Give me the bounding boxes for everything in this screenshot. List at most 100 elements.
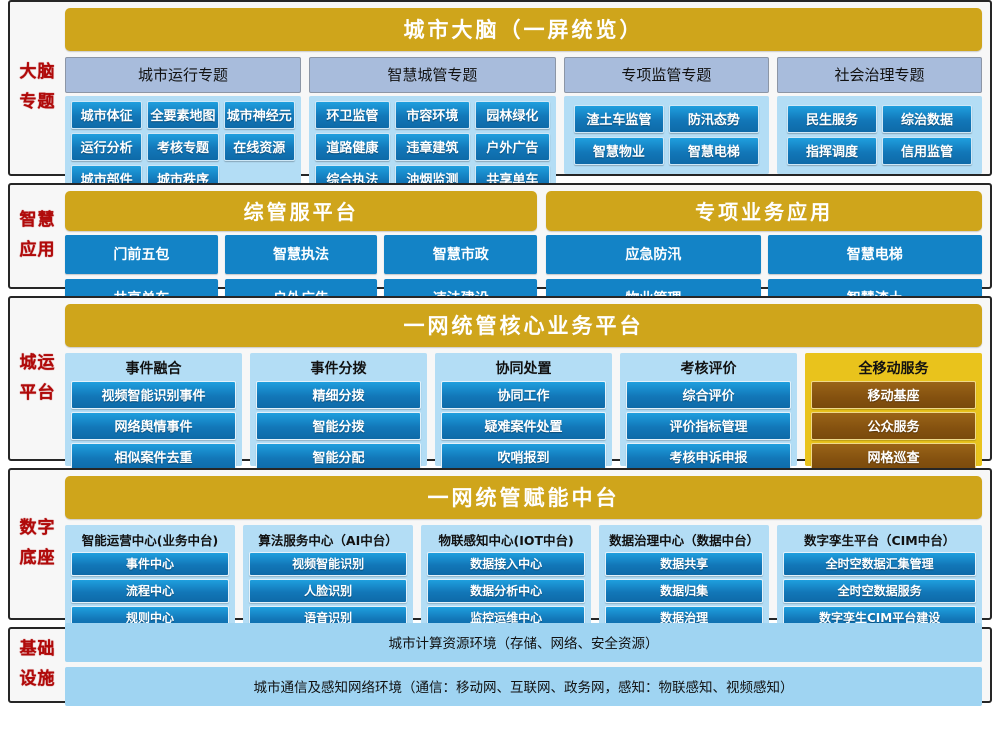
theme-chip[interactable]: 在线资源	[223, 133, 295, 161]
card-title: 物联感知中心(IOT中台)	[438, 533, 574, 548]
capability-card-collaborative-handling: 协同处置 协同工作 疑难案件处置 吹哨报到 跟踪督办 ······	[435, 353, 612, 515]
theme-chip[interactable]: 违章建筑	[394, 133, 470, 161]
midplatform-card-intelligent-operation: 智能运营中心(业务中台) 事件中心 流程中心 规则中心 资源中心	[65, 525, 236, 657]
section-label-line: 城运	[19, 352, 56, 373]
capability-card-event-dispatch: 事件分拨 精细分拨 智能分拨 智能分配 即时互动 ······	[250, 353, 427, 515]
theme-chip[interactable]: 综治数据	[881, 105, 972, 133]
midplatform-card-data-governance: 数据治理中心（数据中台） 数据共享 数据归集 数据治理 数据汇聚	[599, 525, 770, 657]
banner-special-business: 专项业务应用	[546, 191, 982, 231]
theme-column-smart-urban-management: 智慧城管专题 环卫监管 市容环境 园林绿化 道路健康 违章建筑 户外广告 综合执…	[308, 57, 556, 199]
card-item[interactable]: 考核申诉申报	[626, 443, 791, 471]
theme-chip[interactable]: 城市神经元	[223, 101, 295, 129]
theme-column-city-operation: 城市运行专题 城市体征 全要素地图 城市神经元 运行分析 考核专题 在线资源 城…	[65, 57, 301, 199]
midplatform-card-digital-twin: 数字孪生平台（CIM中台） 全时空数据汇集管理 全时空数据服务 数字孪生CIM平…	[777, 525, 982, 657]
card-item[interactable]: 视频智能识别	[249, 552, 408, 576]
section-city-brain: 大脑 专题 城市大脑（一屏统览） 城市运行专题 城市体征 全要素地图 城市神经元…	[8, 0, 992, 199]
section-infrastructure: 基础 设施 城市计算资源环境（存储、网络、安全资源） 城市通信及感知网络环境（通…	[8, 623, 992, 706]
section-label-digital-foundation: 数字 底座	[10, 470, 65, 618]
theme-column-special-supervision: 专项监管专题 渣土车监管 防汛态势 智慧物业 智慧电梯	[563, 57, 769, 174]
app-button[interactable]: 应急防汛	[546, 235, 761, 274]
section-digital-foundation: 数字 底座 一网统管赋能中台 智能运营中心(业务中台) 事件中心 流程中心 规则…	[8, 468, 992, 657]
theme-chip[interactable]: 渣土车监管	[573, 105, 664, 133]
card-item[interactable]: 流程中心	[71, 579, 230, 603]
app-button[interactable]: 智慧执法	[224, 235, 378, 274]
card-item[interactable]: 协同工作	[441, 381, 606, 409]
section-body-digital-foundation: 一网统管赋能中台 智能运营中心(业务中台) 事件中心 流程中心 规则中心 资源中…	[65, 470, 990, 657]
theme-chip[interactable]: 民生服务	[786, 105, 877, 133]
theme-title: 城市运行专题	[65, 57, 301, 93]
theme-columns: 城市运行专题 城市体征 全要素地图 城市神经元 运行分析 考核专题 在线资源 城…	[65, 57, 982, 199]
card-item[interactable]: 数据归集	[605, 579, 764, 603]
card-item[interactable]: 数据共享	[605, 552, 764, 576]
theme-chip[interactable]: 道路健康	[314, 133, 390, 161]
theme-chip[interactable]: 考核专题	[147, 133, 219, 161]
capability-card-full-mobile-service: 全移动服务 移动基座 公众服务 网格巡查 移动处置 ······	[805, 353, 982, 515]
section-label-line: 数字	[19, 518, 56, 539]
theme-chip[interactable]: 市容环境	[394, 101, 470, 129]
card-item[interactable]: 移动基座	[811, 381, 976, 409]
card-item[interactable]: 全时空数据汇集管理	[783, 552, 976, 576]
card-item[interactable]: 评价指标管理	[626, 412, 791, 440]
app-button[interactable]: 智慧市政	[384, 235, 538, 274]
capability-card-assessment-evaluation: 考核评价 综合评价 评价指标管理 考核申诉申报 评价结果反查 ······	[620, 353, 797, 515]
section-body-city-brain: 城市大脑（一屏统览） 城市运行专题 城市体征 全要素地图 城市神经元 运行分析 …	[65, 2, 990, 199]
app-group-special-business: 专项业务应用 应急防汛 智慧电梯 物业管理 智慧渣土	[546, 191, 982, 318]
card-item[interactable]: 精细分拨	[256, 381, 421, 409]
infrastructure-row-compute[interactable]: 城市计算资源环境（存储、网络、安全资源）	[65, 623, 982, 662]
app-button[interactable]: 门前五包	[65, 235, 218, 274]
theme-chip[interactable]: 智慧电梯	[668, 137, 759, 165]
card-title: 事件分拨	[310, 361, 367, 377]
theme-chip[interactable]: 园林绿化	[474, 101, 550, 129]
app-button[interactable]: 智慧电梯	[767, 235, 982, 274]
card-title: 数字孪生平台（CIM中台）	[803, 533, 956, 548]
card-title: 全移动服务	[858, 361, 929, 377]
card-item[interactable]: 数据分析中心	[427, 579, 586, 603]
theme-chip[interactable]: 户外广告	[474, 133, 550, 161]
card-item[interactable]: 网格巡查	[811, 443, 976, 471]
section-body-infrastructure: 城市计算资源环境（存储、网络、安全资源） 城市通信及感知网络环境（通信：移动网、…	[65, 623, 990, 706]
section-label-line: 应用	[19, 240, 56, 260]
card-item[interactable]: 吹哨报到	[441, 443, 606, 471]
card-title: 算法服务中心（AI中台）	[258, 533, 398, 548]
section-label-line: 底座	[19, 548, 56, 568]
section-label-smart-applications: 智慧 应用	[10, 185, 65, 287]
card-item[interactable]: 相似案件去重	[71, 443, 236, 471]
section-label-line: 设施	[19, 669, 56, 689]
card-item[interactable]: 数据接入中心	[427, 552, 586, 576]
card-item[interactable]: 人脸识别	[249, 579, 408, 603]
card-title: 智能运营中心(业务中台)	[81, 533, 219, 548]
section-body-smart-applications: 综管服平台 门前五包 智慧执法 智慧市政 共享单车 户外广告 违法建设 专项业务…	[65, 185, 990, 318]
card-item[interactable]: 疑难案件处置	[441, 412, 606, 440]
banner-comprehensive-platform: 综管服平台	[65, 191, 538, 231]
midplatform-card-row: 智能运营中心(业务中台) 事件中心 流程中心 规则中心 资源中心 算法服务中心（…	[65, 525, 982, 657]
infrastructure-row-network[interactable]: 城市通信及感知网络环境（通信：移动网、互联网、政务网，感知：物联感知、视频感知）	[65, 667, 982, 706]
section-label-city-operation-platform: 城运 平台	[10, 298, 65, 459]
card-item[interactable]: 视频智能识别事件	[71, 381, 236, 409]
section-label-line: 平台	[19, 382, 56, 403]
theme-chip[interactable]: 全要素地图	[147, 101, 219, 129]
section-label-city-brain: 大脑 专题	[10, 2, 65, 174]
card-item[interactable]: 智能分拨	[256, 412, 421, 440]
section-label-infrastructure: 基础 设施	[10, 629, 65, 701]
theme-title: 社会治理专题	[776, 57, 982, 93]
theme-chip[interactable]: 防汛态势	[668, 105, 759, 133]
card-item[interactable]: 综合评价	[626, 381, 791, 409]
theme-chip-group: 民生服务 综治数据 指挥调度 信用监管	[776, 96, 982, 174]
theme-chip[interactable]: 运行分析	[71, 133, 143, 161]
card-item[interactable]: 事件中心	[71, 552, 230, 576]
card-item[interactable]: 公众服务	[811, 412, 976, 440]
midplatform-card-iot-perception: 物联感知中心(IOT中台) 数据接入中心 数据分析中心 监控运维中心 数据服务中…	[421, 525, 592, 657]
card-item[interactable]: 全时空数据服务	[783, 579, 976, 603]
theme-chip[interactable]: 信用监管	[881, 137, 972, 165]
section-city-operation-platform: 城运 平台 一网统管核心业务平台 事件融合 视频智能识别事件 网络舆情事件 相似…	[8, 296, 992, 515]
theme-chip[interactable]: 智慧物业	[573, 137, 664, 165]
theme-chip[interactable]: 城市体征	[71, 101, 143, 129]
theme-chip[interactable]: 指挥调度	[786, 137, 877, 165]
card-item[interactable]: 网络舆情事件	[71, 412, 236, 440]
theme-chip[interactable]: 环卫监管	[314, 101, 390, 129]
section-body-city-operation-platform: 一网统管核心业务平台 事件融合 视频智能识别事件 网络舆情事件 相似案件去重 统…	[65, 298, 990, 515]
card-title: 事件融合	[125, 361, 182, 377]
card-item[interactable]: 智能分配	[256, 443, 421, 471]
app-group-comprehensive-platform: 综管服平台 门前五包 智慧执法 智慧市政 共享单车 户外广告 违法建设	[65, 191, 538, 318]
